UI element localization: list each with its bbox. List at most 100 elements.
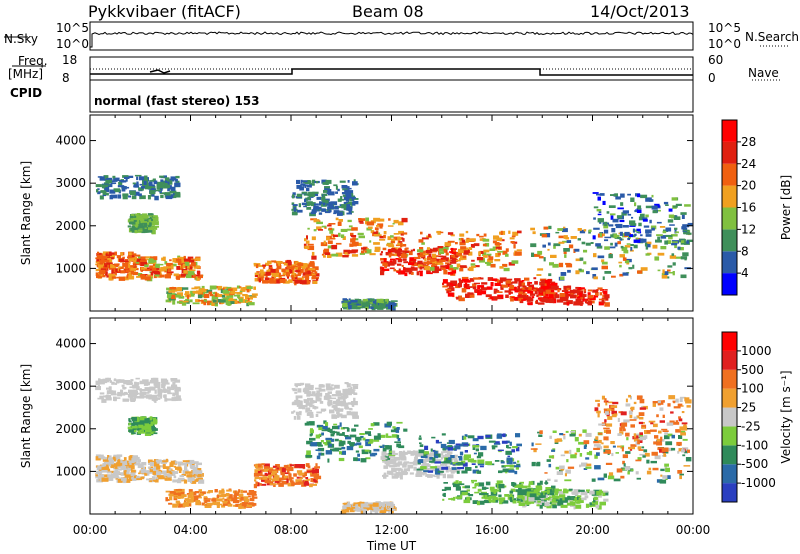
velocity-echo-cell bbox=[598, 423, 606, 426]
velocity-echo-cell bbox=[299, 400, 302, 405]
velocity-echo-cell bbox=[525, 488, 531, 493]
power-echo-cell bbox=[246, 288, 250, 293]
power-echo-cell bbox=[312, 265, 315, 269]
velocity-echo-cell bbox=[607, 475, 615, 480]
velocity-echo-cell bbox=[395, 457, 401, 461]
power-echo-cell bbox=[603, 291, 608, 295]
power-echo-cell bbox=[468, 247, 473, 250]
velocity-echo-cell bbox=[478, 452, 484, 457]
power-echo-cell bbox=[565, 262, 571, 265]
power-echo-cell bbox=[197, 274, 203, 279]
power-echo-cell bbox=[636, 231, 640, 234]
power-echo-cell bbox=[580, 301, 583, 306]
velocity-echo-cell bbox=[420, 466, 427, 470]
power-echo-cell bbox=[629, 249, 634, 252]
velocity-echo-cell bbox=[342, 427, 349, 429]
velocity-echo-cell bbox=[305, 463, 310, 467]
power-echo-cell bbox=[489, 248, 496, 251]
velocity-echo-cell bbox=[174, 496, 181, 499]
power-echo-cell bbox=[333, 184, 338, 187]
power-echo-cell bbox=[324, 211, 331, 214]
velocity-echo-cell bbox=[97, 397, 104, 400]
power-echo-cell bbox=[133, 219, 137, 222]
power-echo-cell bbox=[527, 281, 531, 286]
velocity-echo-cell bbox=[360, 458, 367, 463]
velocity-echo-cell bbox=[369, 504, 374, 509]
power-echo-cell bbox=[95, 272, 100, 276]
power-echo-cell bbox=[505, 278, 513, 281]
velocity-echo-cell bbox=[252, 494, 257, 496]
power-echo-cell bbox=[311, 255, 317, 260]
power-echo-cell bbox=[604, 236, 612, 239]
power-echo-cell bbox=[388, 263, 391, 266]
power-echo-cell bbox=[445, 264, 450, 269]
velocity-echo-cell bbox=[365, 457, 371, 460]
velocity-echo-cell bbox=[604, 491, 609, 496]
velocity-echo-cell bbox=[519, 481, 524, 484]
velocity-echo-cell bbox=[493, 496, 498, 500]
velocity-echo-cell bbox=[132, 455, 138, 460]
power-echo-cell bbox=[279, 280, 283, 283]
power-echo-cell bbox=[249, 296, 257, 298]
power-echo-cell bbox=[156, 186, 164, 190]
power-echo-cell bbox=[369, 240, 372, 243]
velocity-echo-cell bbox=[223, 503, 230, 506]
velocity-echo-cell bbox=[501, 500, 509, 504]
velocity-echo-cell bbox=[208, 490, 213, 493]
velocity-echo-cell bbox=[662, 430, 669, 432]
velocity-echo-cell bbox=[323, 395, 329, 400]
velocity-echo-cell bbox=[161, 390, 167, 392]
power-echo-cell bbox=[485, 294, 492, 298]
velocity-echo-cell bbox=[318, 388, 326, 392]
power-echo-cell bbox=[149, 215, 154, 220]
power-echo-cell bbox=[307, 184, 312, 188]
velocity-echo-cell bbox=[472, 486, 477, 489]
power-echo-cell bbox=[144, 276, 151, 281]
power-echo-cell bbox=[578, 268, 582, 271]
velocity-echo-cell bbox=[514, 465, 521, 468]
power-echo-cell bbox=[504, 290, 511, 293]
velocity-echo-cell bbox=[448, 468, 454, 470]
power-echo-cell bbox=[341, 185, 348, 189]
power-echo-cell bbox=[538, 290, 545, 296]
power-echo-cell bbox=[344, 301, 352, 306]
velocity-echo-cell bbox=[211, 498, 216, 502]
power-echo-cell bbox=[212, 292, 216, 295]
power-echo-cell bbox=[153, 180, 158, 185]
velocity-echo-cell bbox=[167, 499, 170, 501]
velocity-echo-cell bbox=[418, 437, 422, 440]
velocity-echo-cell bbox=[117, 466, 123, 469]
velocity-echo-cell bbox=[108, 457, 113, 461]
velocity-echo-cell bbox=[305, 383, 311, 388]
power-echo-cell bbox=[301, 276, 306, 278]
velocity-echo-cell bbox=[191, 499, 199, 502]
velocity-echo-cell bbox=[101, 398, 107, 403]
power-echo-cell bbox=[328, 191, 335, 196]
velocity-echo-cell bbox=[254, 477, 262, 480]
power-echo-cell bbox=[494, 242, 500, 246]
power-echo-cell bbox=[136, 181, 139, 186]
power-echo-cell bbox=[490, 282, 494, 287]
velocity-echo-cell bbox=[139, 380, 146, 385]
velocity-echo-cell bbox=[251, 492, 255, 497]
power-echo-cell bbox=[174, 288, 178, 292]
time-tick-label: 12:00 bbox=[374, 523, 409, 537]
power-echo-cell bbox=[95, 184, 102, 188]
velocity-echo-cell bbox=[371, 452, 378, 456]
velocity-echo-cell bbox=[303, 400, 310, 403]
power-echo-cell bbox=[265, 275, 268, 278]
power-echo-cell bbox=[103, 175, 109, 180]
power-echo-cell bbox=[335, 242, 342, 245]
power-echo-cell bbox=[96, 257, 99, 261]
power-echo-cell bbox=[529, 293, 536, 296]
power-echo-cell bbox=[147, 195, 151, 200]
velocity-echo-cell bbox=[240, 489, 243, 494]
velocity-echo-cell bbox=[386, 435, 392, 438]
power-echo-cell bbox=[385, 302, 388, 307]
velocity-echo-cell bbox=[295, 397, 299, 402]
velocity-echo-cell bbox=[122, 386, 127, 389]
velocity-echo-cell bbox=[191, 464, 196, 470]
power-echo-cell bbox=[113, 188, 121, 191]
velocity-echo-cell bbox=[639, 453, 647, 456]
velocity-echo-cell bbox=[325, 450, 332, 455]
